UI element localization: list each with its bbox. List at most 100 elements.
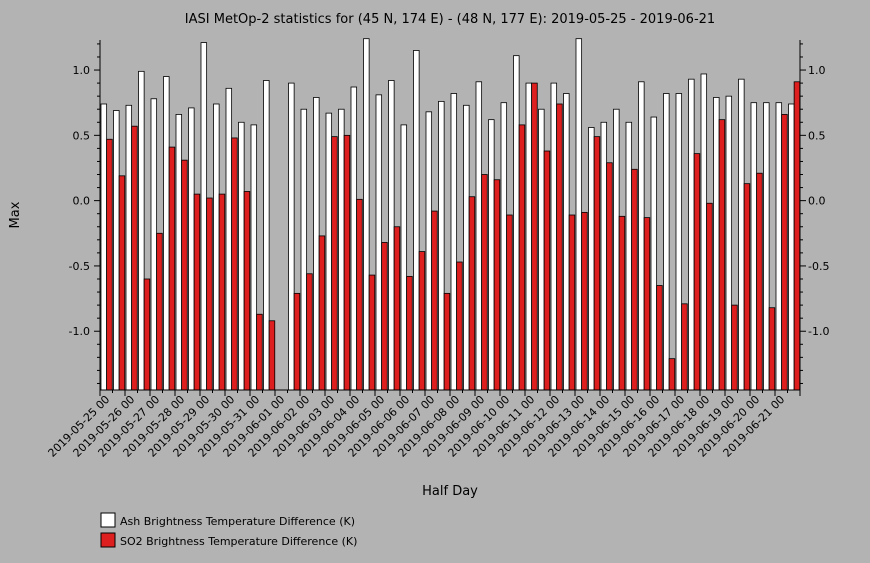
so2-bar bbox=[531, 82, 538, 391]
ash-bar bbox=[463, 104, 470, 391]
so2-bar bbox=[568, 214, 576, 391]
ash-bar bbox=[263, 80, 270, 391]
ash-bar bbox=[675, 93, 683, 391]
ash-bar bbox=[438, 100, 445, 391]
plot-area: 1.0 1.0 0.5 0.5 0.0 0.0 -0.5 -0.5 -1.0 -1.0 2019-… bbox=[46, 38, 829, 460]
ash-bar bbox=[338, 108, 345, 391]
ash-bar bbox=[663, 93, 670, 391]
ash-bar bbox=[713, 97, 720, 391]
legend-swatch-so2 bbox=[100, 532, 116, 548]
so2-bar bbox=[256, 313, 263, 391]
so2-bar bbox=[118, 175, 126, 391]
legend-label-ash: Ash Brightness Temperature Difference (K… bbox=[120, 515, 355, 528]
so2-bar bbox=[543, 150, 551, 391]
so2-bar bbox=[681, 303, 688, 391]
so2-bar bbox=[493, 179, 501, 391]
so2-bar bbox=[693, 153, 701, 391]
ash-bar bbox=[500, 102, 508, 391]
so2-bar bbox=[468, 196, 476, 391]
legend-label-so2: SO2 Brightness Temperature Difference (K… bbox=[120, 535, 357, 548]
ash-bar bbox=[200, 42, 208, 391]
so2-bar bbox=[381, 242, 388, 391]
so2-bar bbox=[356, 198, 363, 391]
ash-bar bbox=[100, 103, 108, 391]
so2-bar bbox=[431, 210, 438, 391]
ash-bar bbox=[788, 103, 795, 391]
so2-bar bbox=[293, 292, 301, 391]
so2-bar bbox=[193, 193, 201, 391]
so2-bar bbox=[743, 183, 751, 391]
bars bbox=[100, 38, 801, 391]
so2-bar bbox=[581, 211, 588, 391]
so2-bar bbox=[406, 275, 413, 391]
so2-bar bbox=[343, 134, 351, 391]
ash-bar bbox=[113, 110, 120, 391]
so2-bar bbox=[443, 292, 451, 391]
ash-bar bbox=[763, 102, 770, 391]
so2-bar bbox=[368, 274, 376, 391]
so2-bar bbox=[206, 197, 213, 391]
ash-bar bbox=[688, 78, 695, 391]
so2-bar bbox=[631, 168, 638, 391]
so2-bar bbox=[268, 320, 276, 391]
so2-bar bbox=[306, 273, 313, 391]
y-tick-label-left: 1.0 bbox=[73, 64, 91, 77]
so2-bar bbox=[593, 136, 601, 391]
so2-bar bbox=[181, 159, 188, 391]
y-tick-label-left: 0.0 bbox=[73, 195, 91, 208]
ash-bar bbox=[450, 93, 458, 391]
so2-bar bbox=[718, 119, 726, 391]
chart-title: IASI MetOp-2 statistics for (45 N, 174 E… bbox=[185, 12, 715, 27]
ash-bar bbox=[550, 82, 558, 391]
ash-bar bbox=[175, 114, 183, 391]
x-axis-label: Half Day bbox=[422, 484, 478, 499]
y-tick-label-right: -1.0 bbox=[808, 325, 829, 338]
ash-bar bbox=[213, 103, 220, 391]
so2-bar bbox=[606, 162, 613, 391]
ash-bar bbox=[350, 86, 358, 391]
so2-bar bbox=[618, 215, 626, 391]
ash-bar bbox=[738, 78, 745, 391]
ash-bar bbox=[288, 82, 295, 391]
legend: Ash Brightness Temperature Difference (K… bbox=[100, 512, 357, 548]
ash-bar bbox=[588, 127, 595, 391]
so2-bar bbox=[106, 138, 113, 391]
ash-bar bbox=[375, 94, 383, 391]
so2-bar bbox=[143, 278, 151, 391]
so2-bar bbox=[506, 214, 513, 391]
ash-bar bbox=[125, 104, 133, 391]
so2-bar bbox=[793, 81, 801, 391]
y-tick-label-left: -0.5 bbox=[69, 260, 90, 273]
ash-bar bbox=[700, 73, 708, 391]
so2-bar bbox=[393, 226, 401, 391]
ash-bar bbox=[313, 97, 320, 391]
so2-bar bbox=[156, 232, 163, 391]
ash-bar bbox=[163, 76, 170, 391]
ash-bar bbox=[138, 70, 145, 391]
so2-bar bbox=[418, 251, 426, 391]
ash-bar bbox=[325, 112, 333, 391]
ash-bar bbox=[575, 38, 583, 391]
so2-bar bbox=[768, 307, 776, 391]
ash-bar bbox=[425, 111, 433, 391]
ash-bar bbox=[488, 119, 495, 391]
so2-bar bbox=[168, 146, 176, 391]
y-tick-label-right: 0.0 bbox=[808, 195, 826, 208]
ash-bar bbox=[775, 102, 783, 391]
so2-bar bbox=[731, 304, 738, 391]
ash-bar bbox=[613, 108, 620, 391]
so2-bar bbox=[243, 191, 251, 391]
ash-bar bbox=[638, 81, 645, 391]
ash-bar bbox=[388, 80, 395, 391]
ash-bar bbox=[475, 81, 483, 391]
ash-bar bbox=[225, 87, 233, 391]
so2-bar bbox=[643, 217, 651, 391]
ash-bar bbox=[625, 121, 633, 391]
ash-bar bbox=[413, 50, 420, 391]
so2-bar bbox=[456, 261, 463, 391]
ash-bar bbox=[363, 38, 370, 391]
so2-bar bbox=[756, 172, 763, 391]
so2-bar bbox=[706, 202, 713, 391]
